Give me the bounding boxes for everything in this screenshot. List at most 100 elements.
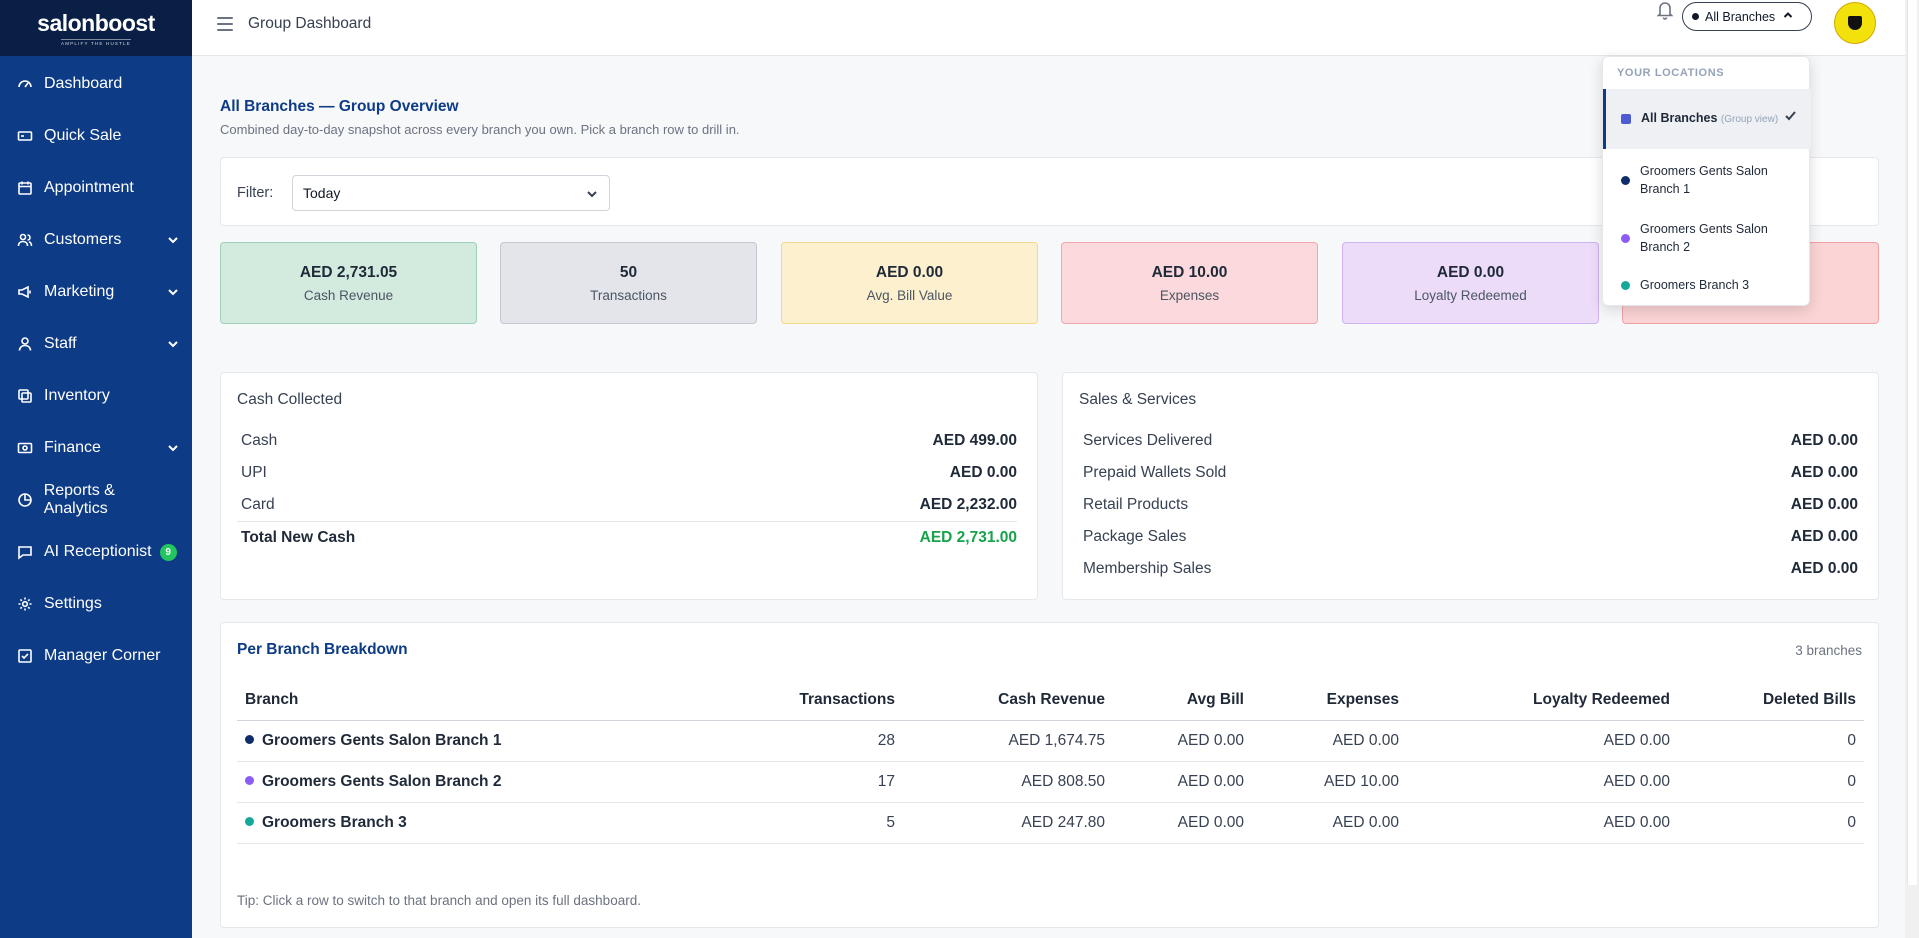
stat-label: Cash Revenue [303,287,394,303]
table-row[interactable]: Groomers Branch 3 5 AED 247.80 AED 0.00 … [237,802,1864,844]
stat-card-avg-bill: AED 0.00 Avg. Bill Value [781,242,1038,324]
stat-value: AED 0.00 [1436,263,1505,281]
checklist-icon [16,647,34,665]
chevron-down-icon [166,441,180,460]
sidebar-item-dashboard[interactable]: Dashboard [0,58,192,110]
location-option-branch-2[interactable]: Groomers Gents Salon Branch 2 [1603,209,1811,267]
branch-count: 3 branches [1795,643,1862,658]
stat-label: Avg. Bill Value [866,287,953,303]
column-header[interactable]: Cash Revenue [903,680,1113,721]
row-value: AED 2,232.00 [919,496,1017,513]
branch-selector-label: All Branches [1705,9,1776,24]
date-filter-select[interactable]: Today [292,175,610,211]
boxes-icon [16,387,34,405]
branch-breakdown-panel: Per Branch Breakdown 3 branches Branch T… [220,622,1879,928]
row-value: AED 0.00 [1790,560,1858,577]
breakdown-title: Per Branch Breakdown [237,641,408,658]
location-color-dot [1621,175,1630,185]
menu-toggle-icon[interactable] [217,17,233,31]
package-sales-row: Package Sales AED 0.00 [1083,521,1858,553]
top-bar: Group Dashboard All Branches [192,0,1905,56]
sidebar-item-label: AI Receptionist [44,543,152,560]
sidebar-item-inventory[interactable]: Inventory [0,370,192,422]
wallet-icon [16,439,34,457]
row-label: Services Delivered [1083,432,1213,449]
cash-icon [16,127,34,145]
chat-icon [16,543,34,561]
sidebar-item-label: Appointment [44,179,134,196]
sidebar-item-label: Marketing [44,283,115,300]
column-header[interactable]: Loyalty Redeemed [1407,680,1678,721]
brand-logo[interactable]: salonboost AMPLIFY THE HUSTLE [0,0,192,56]
stat-label: Loyalty Redeemed [1414,287,1527,303]
revenue-cell: AED 808.50 [903,761,1113,803]
loyalty-cell: AED 0.00 [1407,761,1678,803]
table-row[interactable]: Groomers Gents Salon Branch 2 17 AED 808… [237,761,1864,803]
loyalty-cell: AED 0.00 [1407,802,1678,844]
chevron-down-icon [585,187,599,204]
stat-label: Transactions [590,287,667,303]
avatar[interactable] [1834,2,1876,44]
branch-selector[interactable]: All Branches [1682,2,1812,31]
column-header[interactable]: Deleted Bills [1678,680,1864,721]
transactions-cell: 28 [757,720,903,762]
stat-value: AED 10.00 [1151,263,1228,281]
sidebar-item-label: Manager Corner [44,647,161,664]
sidebar-item-customers[interactable]: Customers [0,214,192,266]
sidebar-nav: Dashboard Quick Sale Appointment Custome… [0,58,192,682]
date-filter-value: Today [303,185,341,201]
expenses-cell: AED 0.00 [1252,802,1407,844]
sidebar-item-marketing[interactable]: Marketing [0,266,192,318]
sidebar-item-staff[interactable]: Staff [0,318,192,370]
sidebar-item-label: Quick Sale [44,127,122,144]
loyalty-cell: AED 0.00 [1407,720,1678,762]
row-label: Retail Products [1083,496,1189,513]
branch-cell: Groomers Gents Salon Branch 1 [237,720,757,762]
column-header[interactable]: Avg Bill [1113,680,1252,721]
upi-row: UPI AED 0.00 [241,457,1017,489]
row-label: Membership Sales [1083,560,1212,577]
location-option-all-branches[interactable]: All Branches (Group view) [1603,89,1811,149]
row-label: Cash [241,432,278,449]
page-title: Group Dashboard [248,15,372,32]
location-option-branch-3[interactable]: Groomers Branch 3 [1603,267,1811,303]
table-row[interactable]: Groomers Gents Salon Branch 1 28 AED 1,6… [237,720,1864,762]
chevron-down-icon [166,233,180,252]
sidebar-item-label: Inventory [44,387,110,404]
row-value: AED 2,731.00 [919,529,1017,546]
row-label: Prepaid Wallets Sold [1083,464,1227,481]
sidebar-item-reports[interactable]: Reports & Analytics [0,474,192,526]
card-row: Card AED 2,232.00 [241,489,1017,521]
revenue-cell: AED 247.80 [903,802,1113,844]
row-value: AED 0.00 [1790,528,1858,545]
sidebar-item-manager-corner[interactable]: Manager Corner [0,630,192,682]
avg-bill-cell: AED 0.00 [1113,761,1252,803]
brand-name: salonboost [37,10,155,36]
sidebar-item-appointment[interactable]: Appointment [0,162,192,214]
sidebar-item-settings[interactable]: Settings [0,578,192,630]
breakdown-tip: Tip: Click a row to switch to that branc… [237,893,641,908]
overview-title: All Branches — Group Overview [220,98,459,115]
branch-name: Groomers Gents Salon Branch 1 [262,731,502,749]
sidebar: salonboost AMPLIFY THE HUSTLE Dashboard … [0,0,192,938]
column-header[interactable]: Transactions [757,680,903,721]
sidebar-item-quick-sale[interactable]: Quick Sale [0,110,192,162]
scrollbar[interactable] [1905,0,1919,938]
status-dot [1692,13,1699,20]
scrollbar-thumb[interactable] [1907,0,1917,885]
bell-icon[interactable] [1656,0,1676,20]
location-note: (Group view) [1720,114,1779,125]
row-label: UPI [241,464,267,481]
location-option-branch-1[interactable]: Groomers Gents Salon Branch 1 [1603,151,1811,209]
column-header[interactable]: Branch [237,680,757,721]
gear-icon [16,595,34,613]
prepaid-wallets-row: Prepaid Wallets Sold AED 0.00 [1083,457,1858,489]
location-name: Groomers Gents Salon Branch 1 [1640,164,1768,196]
column-header[interactable]: Expenses [1252,680,1407,721]
sidebar-item-finance[interactable]: Finance [0,422,192,474]
branch-color-dot [245,816,254,826]
revenue-cell: AED 1,674.75 [903,720,1113,762]
avg-bill-cell: AED 0.00 [1113,720,1252,762]
sidebar-item-ai-receptionist[interactable]: AI Receptionist 9 [0,526,192,578]
branch-cell: Groomers Gents Salon Branch 2 [237,761,757,803]
